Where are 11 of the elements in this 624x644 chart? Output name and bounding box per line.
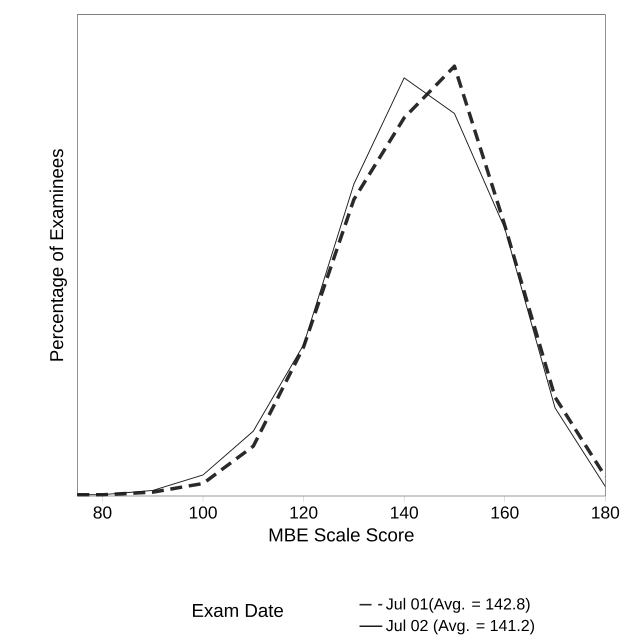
x-tick-label: 140 — [390, 506, 418, 519]
x-tick-label: 180 — [592, 506, 619, 519]
x-tick-label: 100 — [190, 506, 217, 519]
x-tick-label: 160 — [492, 506, 518, 519]
legend-label: Jul 02 (Avg. = 141.2) — [386, 619, 534, 634]
y-axis-title: Percentage of Examinees — [49, 149, 67, 361]
legend-title: Exam Date — [192, 604, 283, 618]
x-tick-label: 80 — [93, 506, 112, 519]
x-axis-title: MBE Scale Score — [270, 528, 414, 542]
legend-label: Jul 01(Avg. = 142.8) — [386, 598, 530, 613]
x-tick-label: 120 — [290, 506, 318, 519]
